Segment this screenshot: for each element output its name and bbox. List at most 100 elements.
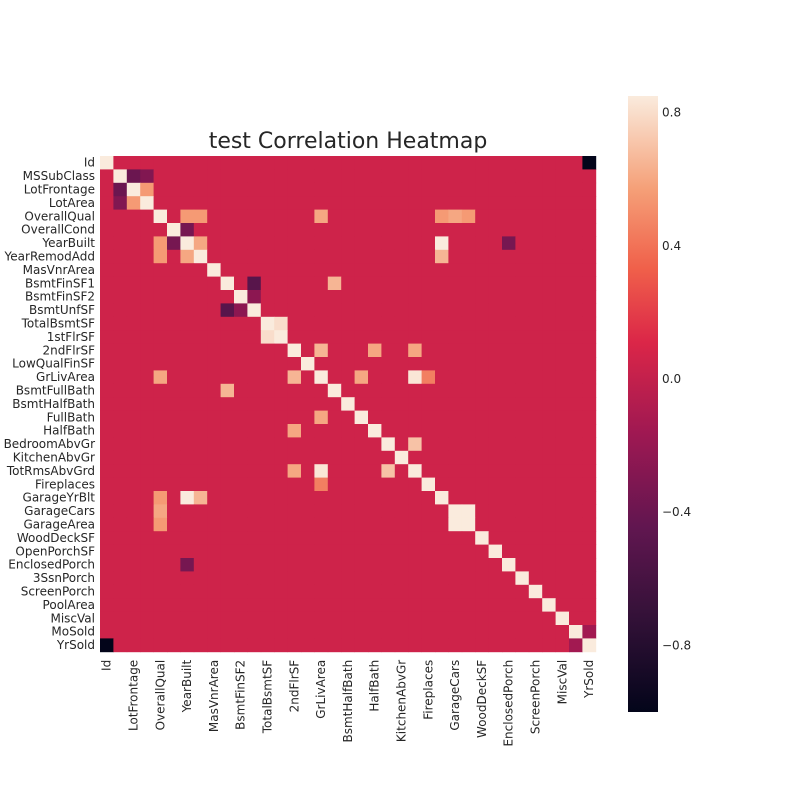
heatmap-cell [475,397,489,411]
heatmap-cell [475,450,489,465]
heatmap-cell [274,517,288,532]
heatmap-cell [180,249,195,264]
heatmap-cell [260,290,275,304]
heatmap-cell [193,424,208,438]
y-tick-label: BsmtFinSF2 [25,290,95,304]
heatmap-cell [247,598,262,612]
heatmap-cell [153,182,168,197]
heatmap-cell [475,517,489,532]
heatmap-cell [314,424,329,438]
heatmap-cell [247,464,262,478]
y-tick-label: LotArea [49,196,95,210]
heatmap-cell [100,531,114,545]
heatmap-cell [435,330,449,344]
heatmap-cell [341,611,355,626]
heatmap-cell [180,491,195,505]
x-tick-label: EnclosedPorch [502,660,516,747]
heatmap-cell [341,558,355,572]
heatmap-cell [274,263,288,277]
heatmap-cell [555,437,570,452]
heatmap-cell [394,464,409,478]
heatmap-cell [461,182,476,197]
heatmap-cell [354,598,369,612]
heatmap-cell [100,182,114,197]
heatmap-cell [193,531,208,545]
heatmap-cell [126,517,141,532]
heatmap-cell [528,437,543,452]
heatmap-cell [515,638,530,653]
heatmap-cell [528,249,543,264]
heatmap-cell [207,169,221,184]
heatmap-cell [301,330,315,344]
heatmap-cell [569,571,583,586]
heatmap-cell [435,182,449,197]
heatmap-cell [234,571,248,586]
heatmap-cell [193,182,208,197]
y-tick-label: GarageCars [24,504,95,518]
heatmap-cell [582,303,597,318]
heatmap-cell [368,397,382,411]
heatmap-cell [167,491,181,505]
heatmap-cell [167,450,181,465]
heatmap-cell [354,263,369,277]
heatmap-cell [140,544,154,559]
heatmap-cell [341,584,355,599]
heatmap-cell [126,182,141,197]
heatmap-cell [381,437,396,452]
heatmap-cell [421,504,436,519]
heatmap-cell [381,156,396,170]
heatmap-cell [100,303,114,318]
heatmap-cell [220,491,235,505]
heatmap-cell [314,531,329,545]
heatmap-cell [488,531,503,545]
heatmap-cell [381,544,396,559]
heatmap-cell [234,357,248,371]
heatmap-cell [502,450,516,465]
heatmap-cell [126,316,141,331]
heatmap-cell [314,223,329,237]
heatmap-cell [394,477,409,492]
heatmap-cell [247,437,262,452]
heatmap-cell [153,357,168,371]
heatmap-cell [381,223,396,237]
heatmap-cell [126,370,141,385]
heatmap-cell [193,504,208,519]
heatmap-cell [274,544,288,559]
heatmap-cell [301,491,315,505]
heatmap-cell [234,182,248,197]
heatmap-cell [448,410,463,425]
heatmap-cell [260,209,275,224]
heatmap-cell [488,397,503,411]
heatmap-cell [448,263,463,277]
heatmap-cell [421,263,436,277]
heatmap-cell [461,397,476,411]
heatmap-cell [126,544,141,559]
heatmap-cell [327,330,342,344]
heatmap-cell [394,276,409,291]
y-tick-label: BsmtFinSF1 [25,276,95,290]
heatmap-cell [381,625,396,639]
heatmap-cell [368,303,382,318]
heatmap-cell [301,263,315,277]
heatmap-cell [394,156,409,170]
heatmap-cell [461,249,476,264]
y-tick-label: PoolArea [43,598,95,612]
heatmap-cell [287,357,302,371]
heatmap-cell [153,169,168,184]
heatmap-cell [475,156,489,170]
heatmap-cell [341,182,355,197]
heatmap-cell [408,571,422,586]
heatmap-cell [314,383,329,398]
heatmap-cell [314,544,329,559]
heatmap-cell [287,517,302,532]
heatmap-cell [381,611,396,626]
heatmap-cell [314,370,329,385]
heatmap-cell [220,236,235,251]
heatmap-cell [542,584,556,599]
heatmap-cell [435,450,449,465]
heatmap-cell [193,276,208,291]
heatmap-cell [193,625,208,639]
heatmap-cell [287,316,302,331]
heatmap-cell [314,182,329,197]
heatmap-cell [260,357,275,371]
